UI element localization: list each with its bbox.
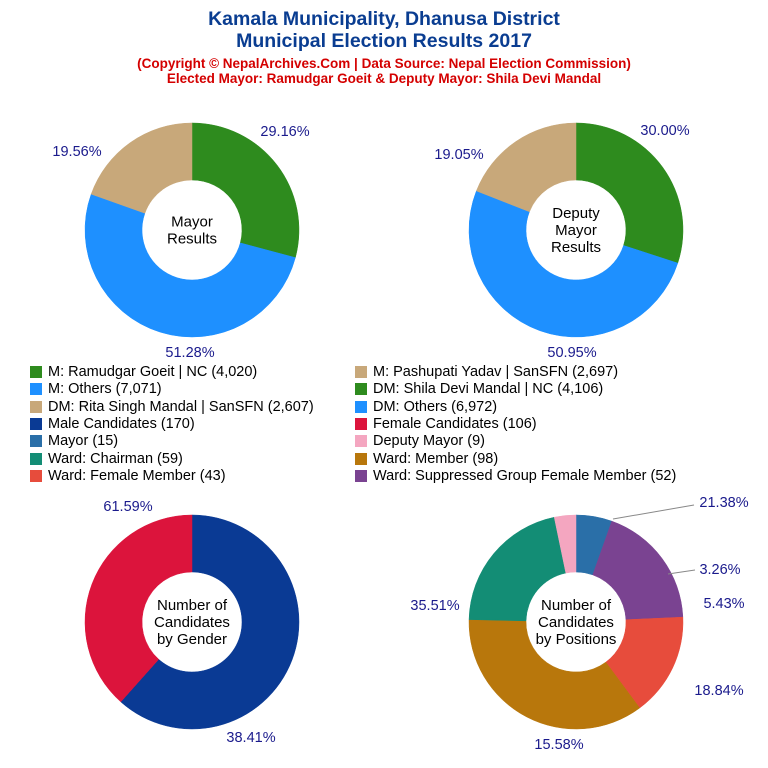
legend-swatch [30, 383, 42, 396]
legend-label: Mayor (15) [48, 433, 119, 450]
legend-swatch [30, 452, 42, 465]
donut-center-label: Candidates [154, 614, 230, 631]
legend-swatch [30, 469, 42, 482]
slice-deputy-mayor [553, 514, 577, 574]
legend-swatch [355, 435, 367, 448]
chart-subtitle-elected: Elected Mayor: Ramudgar Goeit & Deputy M… [166, 71, 602, 86]
legend-label: Female Candidates (106) [373, 415, 537, 432]
slice-m-ramudgar-goeit-nc [191, 122, 300, 258]
percent-label: 35.51% [410, 598, 459, 614]
legend-label: Deputy Mayor (9) [373, 433, 486, 450]
donut-center-label: by Positions [536, 631, 617, 648]
slice-dm-others [468, 190, 679, 338]
percent-label: 18.84% [694, 683, 743, 699]
legend-label: M: Pashupati Yadav | SanSFN (2,697) [373, 364, 619, 380]
legend-label: M: Ramudgar Goeit | NC (4,020) [48, 364, 258, 380]
legend-swatch [355, 400, 367, 413]
donut-center-label: Number of [157, 597, 228, 614]
legend-label: DM: Shila Devi Mandal | NC (4,106) [373, 381, 604, 398]
legend-swatch [355, 383, 367, 396]
donut-chart-number-of-candidates-by-positions: 5.43% 18.84% 15.58% 35.51% 21.38% 3.26% Number… [410, 495, 748, 753]
leader-line [612, 504, 695, 520]
legend-label: Male Candidates (170) [48, 415, 195, 432]
percent-label: 61.59% [103, 499, 152, 515]
percent-label: 15.58% [534, 737, 583, 753]
slice-dm-rita-singh-mandal-sansfn [476, 122, 577, 213]
slice-dm-shila-devi-mandal-nc [575, 122, 684, 264]
percent-label: 21.38% [699, 495, 748, 511]
percent-label: 51.28% [165, 345, 214, 361]
percent-label: 29.16% [260, 124, 309, 140]
legend-label: DM: Rita Singh Mandal | SanSFN (2,607) [48, 398, 314, 415]
legend-label: Ward: Member (98) [373, 450, 499, 467]
donut-center-label: Results [551, 239, 601, 256]
donut-center-label: Deputy [552, 205, 600, 222]
legend-swatch [30, 400, 42, 413]
donut-center-label: Number of [541, 597, 612, 614]
legend-swatch [355, 452, 367, 465]
percent-label: 30.00% [640, 123, 689, 139]
legend-swatch [355, 417, 367, 430]
legend-label: DM: Others (6,972) [373, 398, 498, 415]
legend-swatch [30, 435, 42, 448]
slice-ward-chairman [468, 516, 567, 622]
legend-label: Ward: Suppressed Group Female Member (52… [373, 467, 677, 484]
legend-label: M: Others (7,071) [48, 381, 162, 398]
percent-label: 38.41% [226, 730, 275, 746]
percent-label: 5.43% [703, 596, 744, 612]
percent-label: 3.26% [699, 562, 740, 578]
legend-label: Ward: Female Member (43) [48, 467, 226, 484]
slice-ward-member [468, 619, 641, 730]
percent-label: 19.56% [52, 144, 101, 160]
donut-center-label: by Gender [157, 631, 227, 648]
donut-center-label: Candidates [538, 614, 614, 631]
chart-title-line1: Kamala Municipality, Dhanusa District [208, 8, 560, 30]
legend-swatch [355, 366, 367, 378]
chart-title-line2: Municipal Election Results 2017 [236, 30, 532, 52]
legend-swatch [355, 469, 367, 482]
donut-center-label: Mayor [171, 214, 213, 231]
percent-label: 50.95% [547, 345, 596, 361]
slice-m-pashupati-yadav-sansfn [90, 122, 193, 214]
percent-label: 19.05% [434, 147, 483, 163]
slice-m-others [84, 193, 296, 338]
slice-female-candidates [84, 514, 193, 703]
slice-male-candidates [120, 514, 300, 730]
donut-center-label: Mayor [555, 222, 597, 239]
chart-subtitle-copyright: (Copyright © NepalArchives.Com | Data So… [137, 56, 631, 71]
legend-swatch [30, 366, 42, 378]
donut-center-label: Results [167, 231, 217, 248]
leader-line [667, 569, 696, 575]
legend-label: Ward: Chairman (59) [48, 450, 183, 467]
legend-swatch [30, 417, 42, 430]
